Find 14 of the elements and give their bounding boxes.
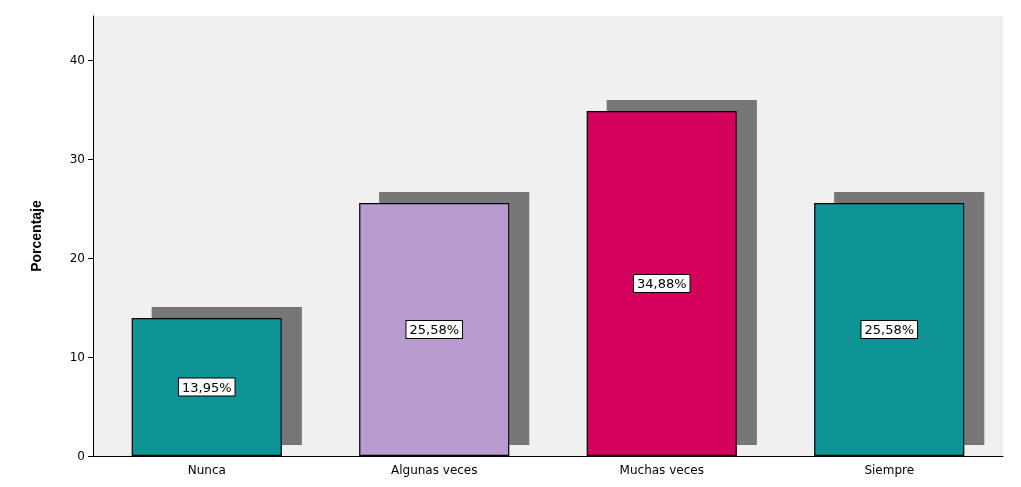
y-tick-label: 40 (69, 53, 85, 68)
y-tick-label: 0 (77, 449, 85, 463)
x-tick-label: Nunca (187, 463, 226, 477)
data-label: 25,58% (409, 322, 460, 338)
data-label: 34,88% (636, 276, 687, 292)
data-label: 25,58% (864, 322, 915, 338)
x-tick-label: Muchas veces (619, 463, 704, 477)
y-tick-label: 20 (69, 251, 85, 266)
data-label: 13,95% (181, 379, 232, 395)
y-tick-label: 30 (69, 152, 85, 167)
y-tick-label: 10 (69, 350, 85, 365)
x-tick-label: Algunas veces (390, 463, 478, 477)
x-tick-label: Siempre (864, 463, 915, 477)
y-axis-title: Porcentaje (28, 200, 44, 272)
